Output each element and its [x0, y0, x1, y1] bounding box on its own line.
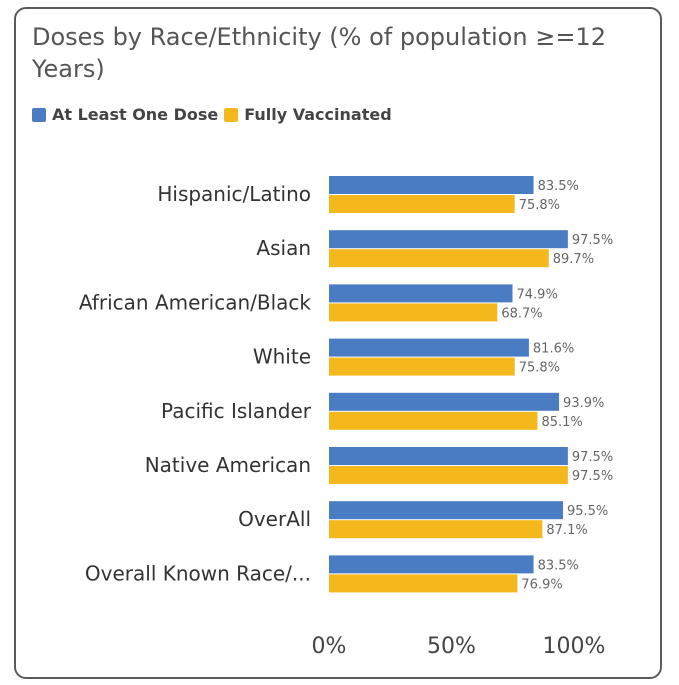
data-label: 87.1% [546, 523, 587, 538]
bar-fully-vaccinated[interactable] [329, 520, 543, 539]
data-label: 83.5% [538, 558, 579, 573]
category-label: Overall Known Race/... [85, 561, 311, 585]
bar-fully-vaccinated[interactable] [329, 411, 538, 430]
bar-fully-vaccinated[interactable] [329, 195, 515, 213]
bar-fully-vaccinated[interactable] [329, 466, 568, 484]
data-label: 68.7% [501, 306, 542, 321]
data-label: 76.9% [521, 577, 562, 592]
data-label: 75.8% [519, 198, 560, 213]
data-label: 74.9% [517, 287, 558, 302]
bar-at-least-one-dose[interactable] [329, 501, 563, 520]
bar-at-least-one-dose[interactable] [329, 447, 568, 465]
legend-swatch-fully-vaccinated [224, 107, 239, 122]
data-label: 97.5% [572, 450, 613, 465]
chart-legend: At Least One Dose Fully Vaccinated [32, 105, 398, 124]
data-label: 93.9% [563, 396, 604, 411]
legend-label-at-least-one-dose: At Least One Dose [52, 105, 219, 124]
data-label: 89.7% [553, 252, 594, 267]
legend-swatch-at-least-one-dose [32, 107, 46, 122]
bar-fully-vaccinated[interactable] [329, 574, 518, 593]
x-tick-label: 50% [427, 634, 476, 659]
bar-at-least-one-dose[interactable] [329, 230, 568, 249]
category-label: Asian [256, 236, 311, 260]
x-tick-label: 100% [543, 634, 606, 659]
bar-fully-vaccinated[interactable] [329, 303, 498, 322]
bar-at-least-one-dose[interactable] [329, 555, 534, 574]
data-label: 95.5% [567, 504, 608, 519]
category-label: Pacific Islander [161, 399, 312, 423]
legend-label-fully-vaccinated: Fully Vaccinated [244, 105, 392, 124]
data-label: 81.6% [533, 342, 574, 357]
category-label: Hispanic/Latino [157, 182, 311, 206]
bar-at-least-one-dose[interactable] [329, 176, 534, 194]
data-label: 85.1% [541, 415, 582, 430]
legend-item-fully-vaccinated[interactable]: Fully Vaccinated [224, 105, 392, 124]
bar-fully-vaccinated[interactable] [329, 249, 549, 268]
data-label: 97.5% [572, 469, 613, 484]
x-tick-label: 0% [312, 634, 347, 659]
data-label: 97.5% [572, 233, 613, 248]
chart-title: Doses by Race/Ethnicity (% of population… [32, 23, 606, 83]
category-label: African American/Black [79, 290, 312, 314]
bar-at-least-one-dose[interactable] [329, 338, 529, 357]
category-label: Native American [145, 453, 311, 477]
category-label: White [253, 345, 311, 369]
bar-fully-vaccinated[interactable] [329, 357, 515, 376]
bar-at-least-one-dose[interactable] [329, 284, 513, 303]
category-label: OverAll [238, 507, 311, 531]
legend-item-at-least-one-dose[interactable]: At Least One Dose [32, 105, 218, 124]
data-label: 75.8% [519, 361, 560, 376]
bar-at-least-one-dose[interactable] [329, 392, 560, 411]
data-label: 83.5% [538, 179, 579, 194]
